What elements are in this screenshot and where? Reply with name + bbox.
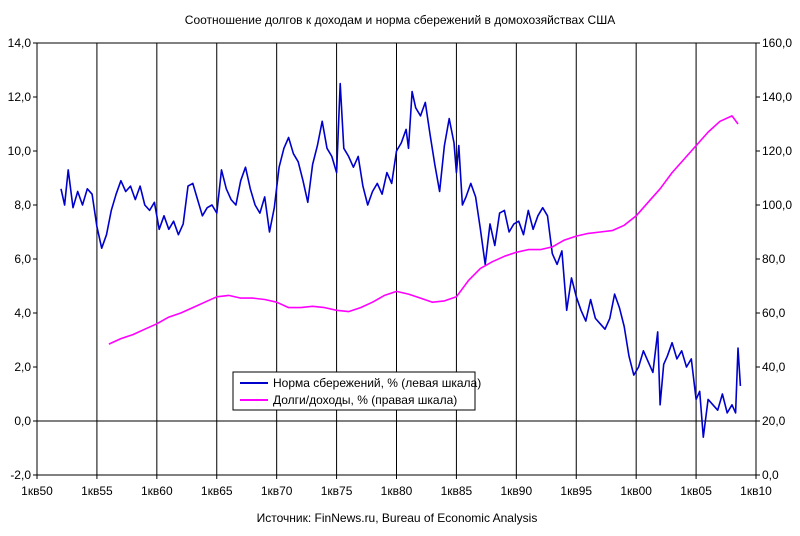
source-note: Источник: FinNews.ru, Bureau of Economic… <box>257 511 538 525</box>
legend-label-savings: Норма сбережений, % (левая шкала) <box>273 376 481 390</box>
y-right-tick-label: 100,0 <box>762 198 792 212</box>
y-left-tick-label: 8,0 <box>14 198 31 212</box>
y-right-tick-label: 140,0 <box>762 90 792 104</box>
y-right-tick-label: 20,0 <box>762 414 786 428</box>
legend-box <box>232 371 476 411</box>
x-tick-label: 1кв70 <box>261 484 293 498</box>
y-right-tick-label: 40,0 <box>762 360 786 374</box>
x-tick-label: 1кв55 <box>81 484 113 498</box>
y-right-tick-label: 160,0 <box>762 36 792 50</box>
y-left-tick-label: 0,0 <box>14 414 31 428</box>
y-left-tick-label: 4,0 <box>14 306 31 320</box>
x-tick-label: 1кв85 <box>441 484 473 498</box>
x-tick-label: 1кв00 <box>620 484 652 498</box>
y-left-tick-label: 12,0 <box>8 90 32 104</box>
y-left-tick-label: 14,0 <box>8 36 32 50</box>
x-tick-label: 1кв05 <box>680 484 712 498</box>
series-line-debt-to-income <box>108 115 739 345</box>
series-layer <box>60 82 742 439</box>
legend-label-debt: Долги/доходы, % (правая шкала) <box>273 393 457 407</box>
x-tick-label: 1кв60 <box>141 484 173 498</box>
series-line-savings-rate <box>60 82 742 439</box>
y-left-tick-label: 10,0 <box>8 144 32 158</box>
y-right-tick-label: 60,0 <box>762 306 786 320</box>
legend: Норма сбережений, % (левая шкала) Долги/… <box>232 371 481 411</box>
x-tick-label: 1кв80 <box>381 484 413 498</box>
x-tick-label: 1кв90 <box>501 484 533 498</box>
x-tick-label: 1кв95 <box>560 484 592 498</box>
chart-title: Соотношение долгов к доходам и норма сбе… <box>185 13 615 27</box>
x-tick-label: 1кв50 <box>21 484 53 498</box>
y-right-tick-label: 80,0 <box>762 252 786 266</box>
y-left-tick-label: 2,0 <box>14 360 31 374</box>
y-right-tick-label: 120,0 <box>762 144 792 158</box>
y-left-tick-label: 6,0 <box>14 252 31 266</box>
y-right-tick-label: 0,0 <box>762 468 779 482</box>
x-tick-label: 1кв75 <box>321 484 353 498</box>
x-tick-label: 1кв65 <box>201 484 233 498</box>
axes: 1кв50 1кв55 1кв60 1кв65 1кв70 1кв75 1кв80 1кв85… <box>8 36 793 498</box>
y-left-tick-label: -2,0 <box>10 468 31 482</box>
x-tick-label: 1кв10 <box>740 484 772 498</box>
